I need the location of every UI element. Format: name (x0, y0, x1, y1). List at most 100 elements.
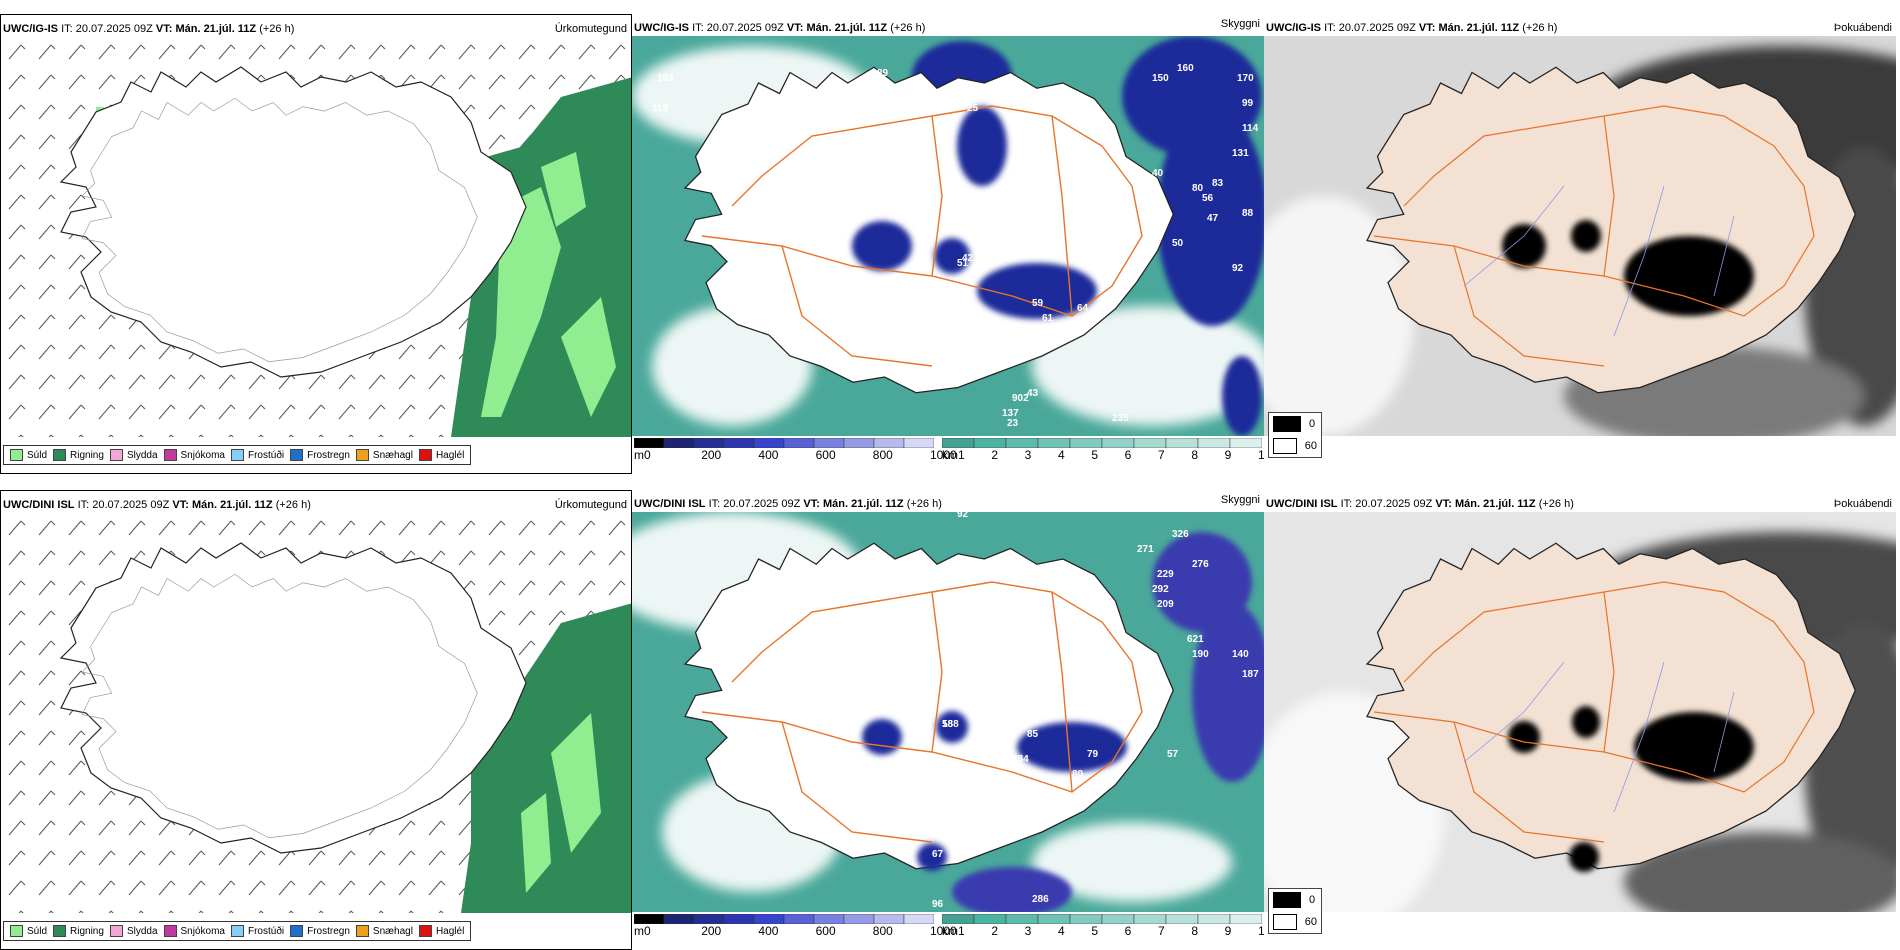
panel-header: UWC/DINI ISL IT: 20.07.2025 09Z VT: Mán.… (1266, 498, 1574, 510)
cloud-legend-item: 60 (1269, 911, 1321, 933)
colorbar-segment (813, 438, 845, 448)
visibility-panel-row1: UWC/IG-IS IT: 20.07.2025 09Z VT: Mán. 21… (632, 14, 1264, 474)
visibility-value-label: 61 (1042, 313, 1054, 324)
visibility-value-label: 57 (1167, 749, 1179, 760)
legend-item: Snjókoma (163, 449, 225, 461)
colorbar-segment (1037, 438, 1071, 448)
precip-legend: Súld Rigning Slydda Snjókoma Frostúði Fr… (3, 445, 472, 465)
colorbar-tick-label: 3 (1024, 924, 1032, 938)
visibility-value-label: 276 (1192, 559, 1209, 570)
cloud-map (1264, 512, 1896, 912)
colorbar-tick-label: 200 (701, 448, 722, 462)
visibility-value-label: 50 (1172, 238, 1184, 249)
colorbar-tick-label: 6 (1124, 448, 1132, 462)
visibility-value-label: 56 (1202, 193, 1214, 204)
legend-item: Snæhagl (355, 925, 413, 937)
colorbar-tick-label: 1 (958, 924, 965, 938)
colorbar-tick-label: 600 (815, 448, 836, 462)
colorbar-tick-label: 9 (1224, 448, 1232, 462)
colorbar-segment (693, 438, 725, 448)
legend-item: Súld (10, 449, 47, 461)
colorbar-segment (1165, 914, 1199, 924)
panel-title: Skyggni (1220, 494, 1260, 506)
colorbar-segment (693, 914, 725, 924)
legend-item: Frostúði (230, 925, 284, 937)
visibility-value-label: 85 (1027, 729, 1039, 740)
precip-legend: Súld Rigning Slydda Snjókoma Frostúði Fr… (3, 921, 472, 941)
precip-map (1, 513, 631, 913)
legend-item: Frostregn (290, 449, 350, 461)
visibility-value-label: 79 (1087, 749, 1099, 760)
visibility-value-label: 170 (1237, 73, 1254, 84)
precip-panel-row2: UWC/DINI ISL IT: 20.07.2025 09Z VT: Mán.… (0, 490, 632, 950)
colorbar-segment (723, 438, 755, 448)
visibility-map: 5885857980576796100286140187276229292209… (632, 512, 1264, 912)
visibility-value-label: 70 (902, 198, 914, 209)
visibility-panel-row2: UWC/DINI ISL IT: 20.07.2025 09Z VT: Mán.… (632, 490, 1264, 950)
colorbar-segment (1101, 914, 1135, 924)
colorbar-tick-label: 10 (1258, 448, 1264, 462)
visibility-value-label: 81 (892, 278, 904, 289)
legend-item: Rigning (53, 449, 104, 461)
visibility-value-label: 209 (1157, 599, 1174, 610)
colorbar-tick-label: 10 (1258, 924, 1264, 938)
legend-item: Frostúði (230, 449, 284, 461)
visibility-value-label: 58 (942, 719, 954, 730)
visibility-value-label: 13 (732, 138, 744, 149)
visibility-value-label: 80 (1072, 769, 1084, 780)
colorbar-tick-label: 600 (815, 924, 836, 938)
colorbar-segment (634, 914, 665, 924)
visibility-value-label: 271 (1137, 544, 1154, 555)
visibility-value-label: 114 (1242, 123, 1259, 134)
colorbar-segment (973, 438, 1007, 448)
colorbar-segment (1197, 914, 1231, 924)
visibility-value-label: 59 (1032, 298, 1044, 309)
colorbar-tick-label: 800 (872, 924, 893, 938)
colorbar-tick-label: 1000 (930, 448, 957, 462)
colorbar-segment (903, 914, 934, 924)
panel-header: UWC/DINI ISL IT: 20.07.2025 09Z VT: Mán.… (3, 499, 311, 511)
visibility-map: 89 82 92 70 51 42 81 60 59 61 64 66 651 50 80 56 47 88 83 8… (632, 36, 1264, 436)
precip-map (1, 37, 631, 437)
colorbar-segment (1165, 438, 1199, 448)
height-unit: m (634, 924, 644, 938)
visibility-unit: km (942, 448, 958, 462)
panel-title: Úrkomutegund (554, 23, 627, 35)
visibility-value-label: 188 (942, 719, 959, 730)
colorbar-segment (753, 914, 785, 924)
visibility-value-label: 150 (1152, 73, 1169, 84)
visibility-value-label: 67 (932, 849, 944, 860)
height-colorbar: m 0 200 400 600 800 1000 (634, 438, 957, 462)
visibility-value-label: 73 (912, 739, 924, 750)
visibility-value-label: 190 (1192, 649, 1209, 660)
colorbar-segment (942, 438, 975, 448)
visibility-value-label: 25 (967, 103, 979, 114)
legend-item: Haglél (418, 925, 464, 937)
height-unit: m (634, 448, 644, 462)
visibility-value-label: 40 (1152, 168, 1164, 179)
panel-header: UWC/IG-IS IT: 20.07.2025 09Z VT: Mán. 21… (3, 23, 295, 35)
legend-item: Frostregn (290, 925, 350, 937)
colorbar-segment (843, 438, 875, 448)
colorbar-segment (1069, 438, 1103, 448)
colorbar-tick-label: 7 (1158, 448, 1165, 462)
colorbar-segment (1005, 914, 1039, 924)
visibility-value-label: 89 (877, 68, 889, 79)
colorbar-segment (783, 438, 815, 448)
height-colorbar: m 0 200 400 600 800 1000 (634, 914, 957, 938)
panel-header: UWC/IG-IS IT: 20.07.2025 09Z VT: Mán. 21… (634, 22, 926, 34)
visibility-value-label: 634 (1012, 754, 1029, 765)
visibility-value-label: 85 (1012, 754, 1024, 765)
visibility-value-label: 140 (1232, 649, 1249, 660)
visibility-value-label: 137 (1002, 408, 1019, 419)
colorbar-tick-label: 800 (872, 448, 893, 462)
colorbar-segment (942, 914, 975, 924)
visibility-value-label: 80 (1142, 198, 1154, 209)
colorbar-tick-label: 4 (1058, 448, 1065, 462)
colorbar-tick-label: 7 (1158, 924, 1165, 938)
legend-item: Rigning (53, 925, 104, 937)
visibility-value-label: 47 (1207, 213, 1219, 224)
precip-panel-row1: UWC/IG-IS IT: 20.07.2025 09Z VT: Mán. 21… (0, 14, 632, 474)
visibility-value-label: 187 (1242, 669, 1259, 680)
visibility-value-label: 286 (1032, 894, 1049, 905)
